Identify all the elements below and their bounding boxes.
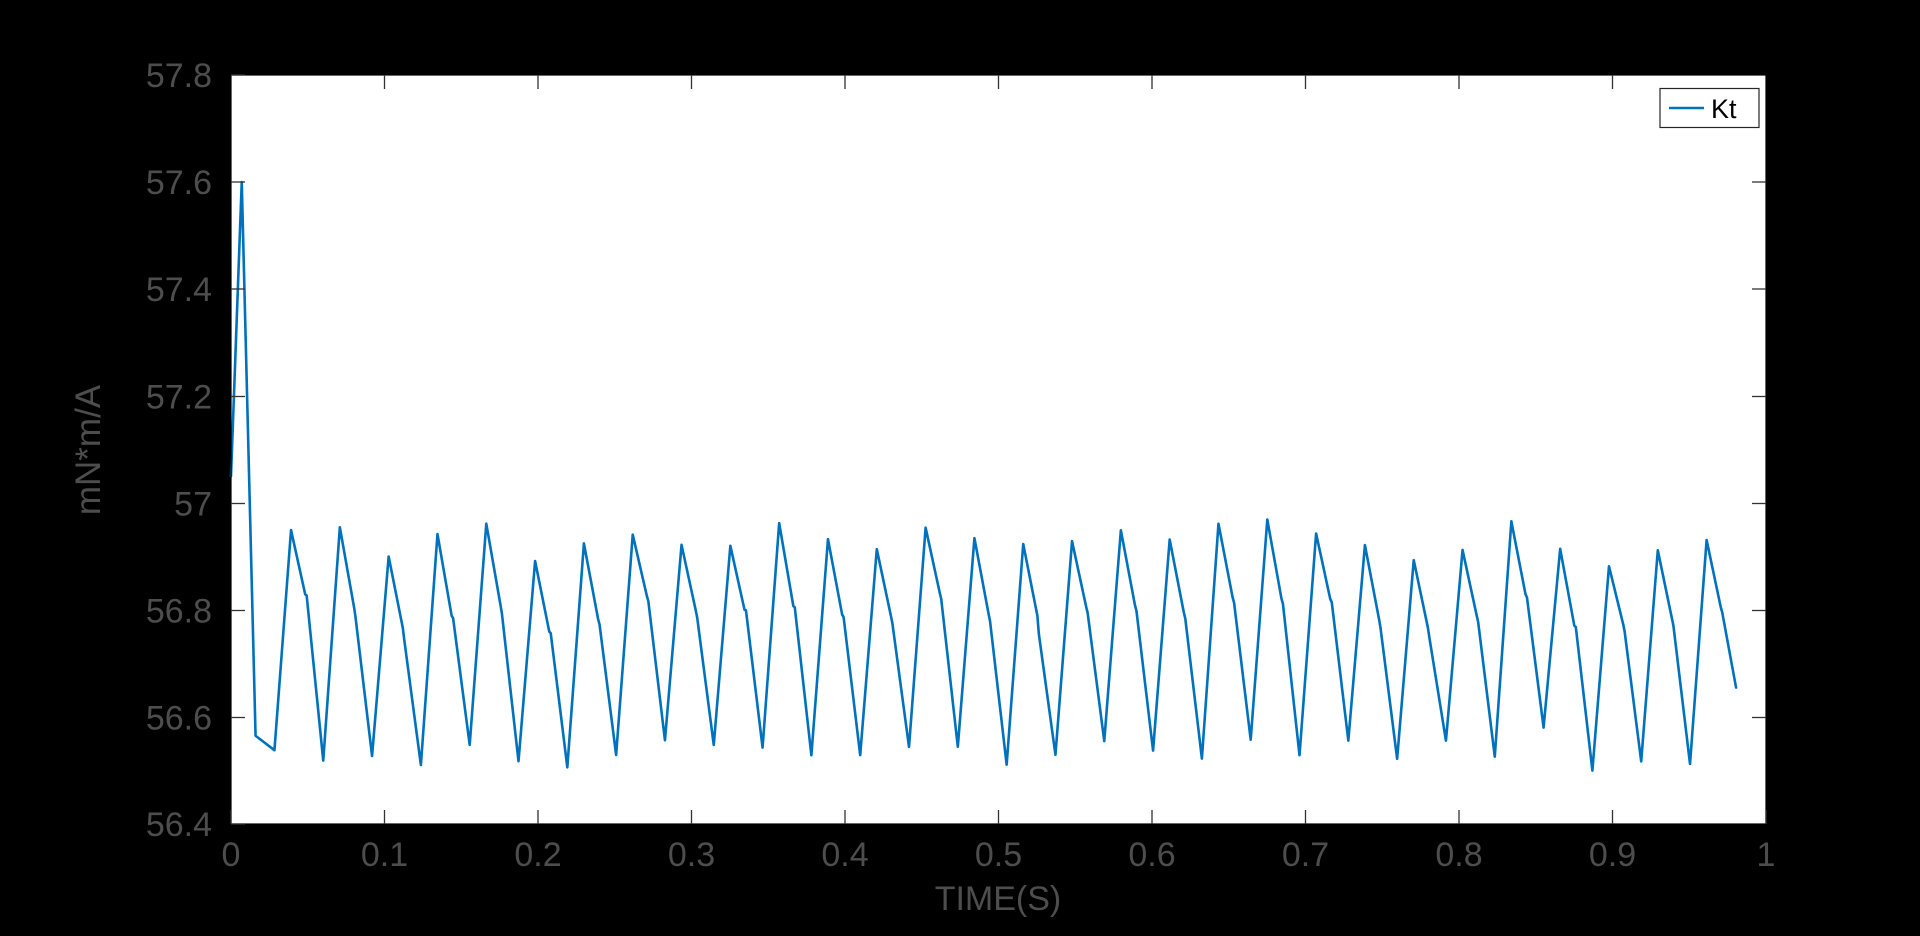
svg-text:0.1: 0.1 (361, 836, 408, 874)
svg-text:0.8: 0.8 (1435, 836, 1482, 874)
svg-text:57.2: 57.2 (146, 379, 212, 417)
svg-text:57.4: 57.4 (146, 271, 212, 309)
svg-text:0.5: 0.5 (975, 836, 1022, 874)
svg-text:57: 57 (174, 486, 212, 524)
svg-text:56.6: 56.6 (146, 700, 212, 738)
svg-text:57.6: 57.6 (146, 164, 212, 202)
svg-text:TIME(S): TIME(S) (935, 880, 1062, 918)
svg-text:1: 1 (1757, 836, 1776, 874)
svg-text:56.4: 56.4 (146, 806, 212, 844)
svg-text:0.3: 0.3 (668, 836, 715, 874)
svg-text:56.8: 56.8 (146, 593, 212, 631)
svg-text:0.2: 0.2 (514, 836, 561, 874)
svg-text:0.4: 0.4 (821, 836, 868, 874)
svg-text:mN*m/A: mN*m/A (69, 384, 108, 515)
svg-text:0: 0 (222, 836, 241, 874)
svg-text:Kt: Kt (1711, 94, 1737, 124)
svg-text:0.7: 0.7 (1282, 836, 1329, 874)
svg-text:0.6: 0.6 (1128, 836, 1175, 874)
svg-text:57.8: 57.8 (146, 57, 212, 95)
svg-text:0.9: 0.9 (1589, 836, 1636, 874)
